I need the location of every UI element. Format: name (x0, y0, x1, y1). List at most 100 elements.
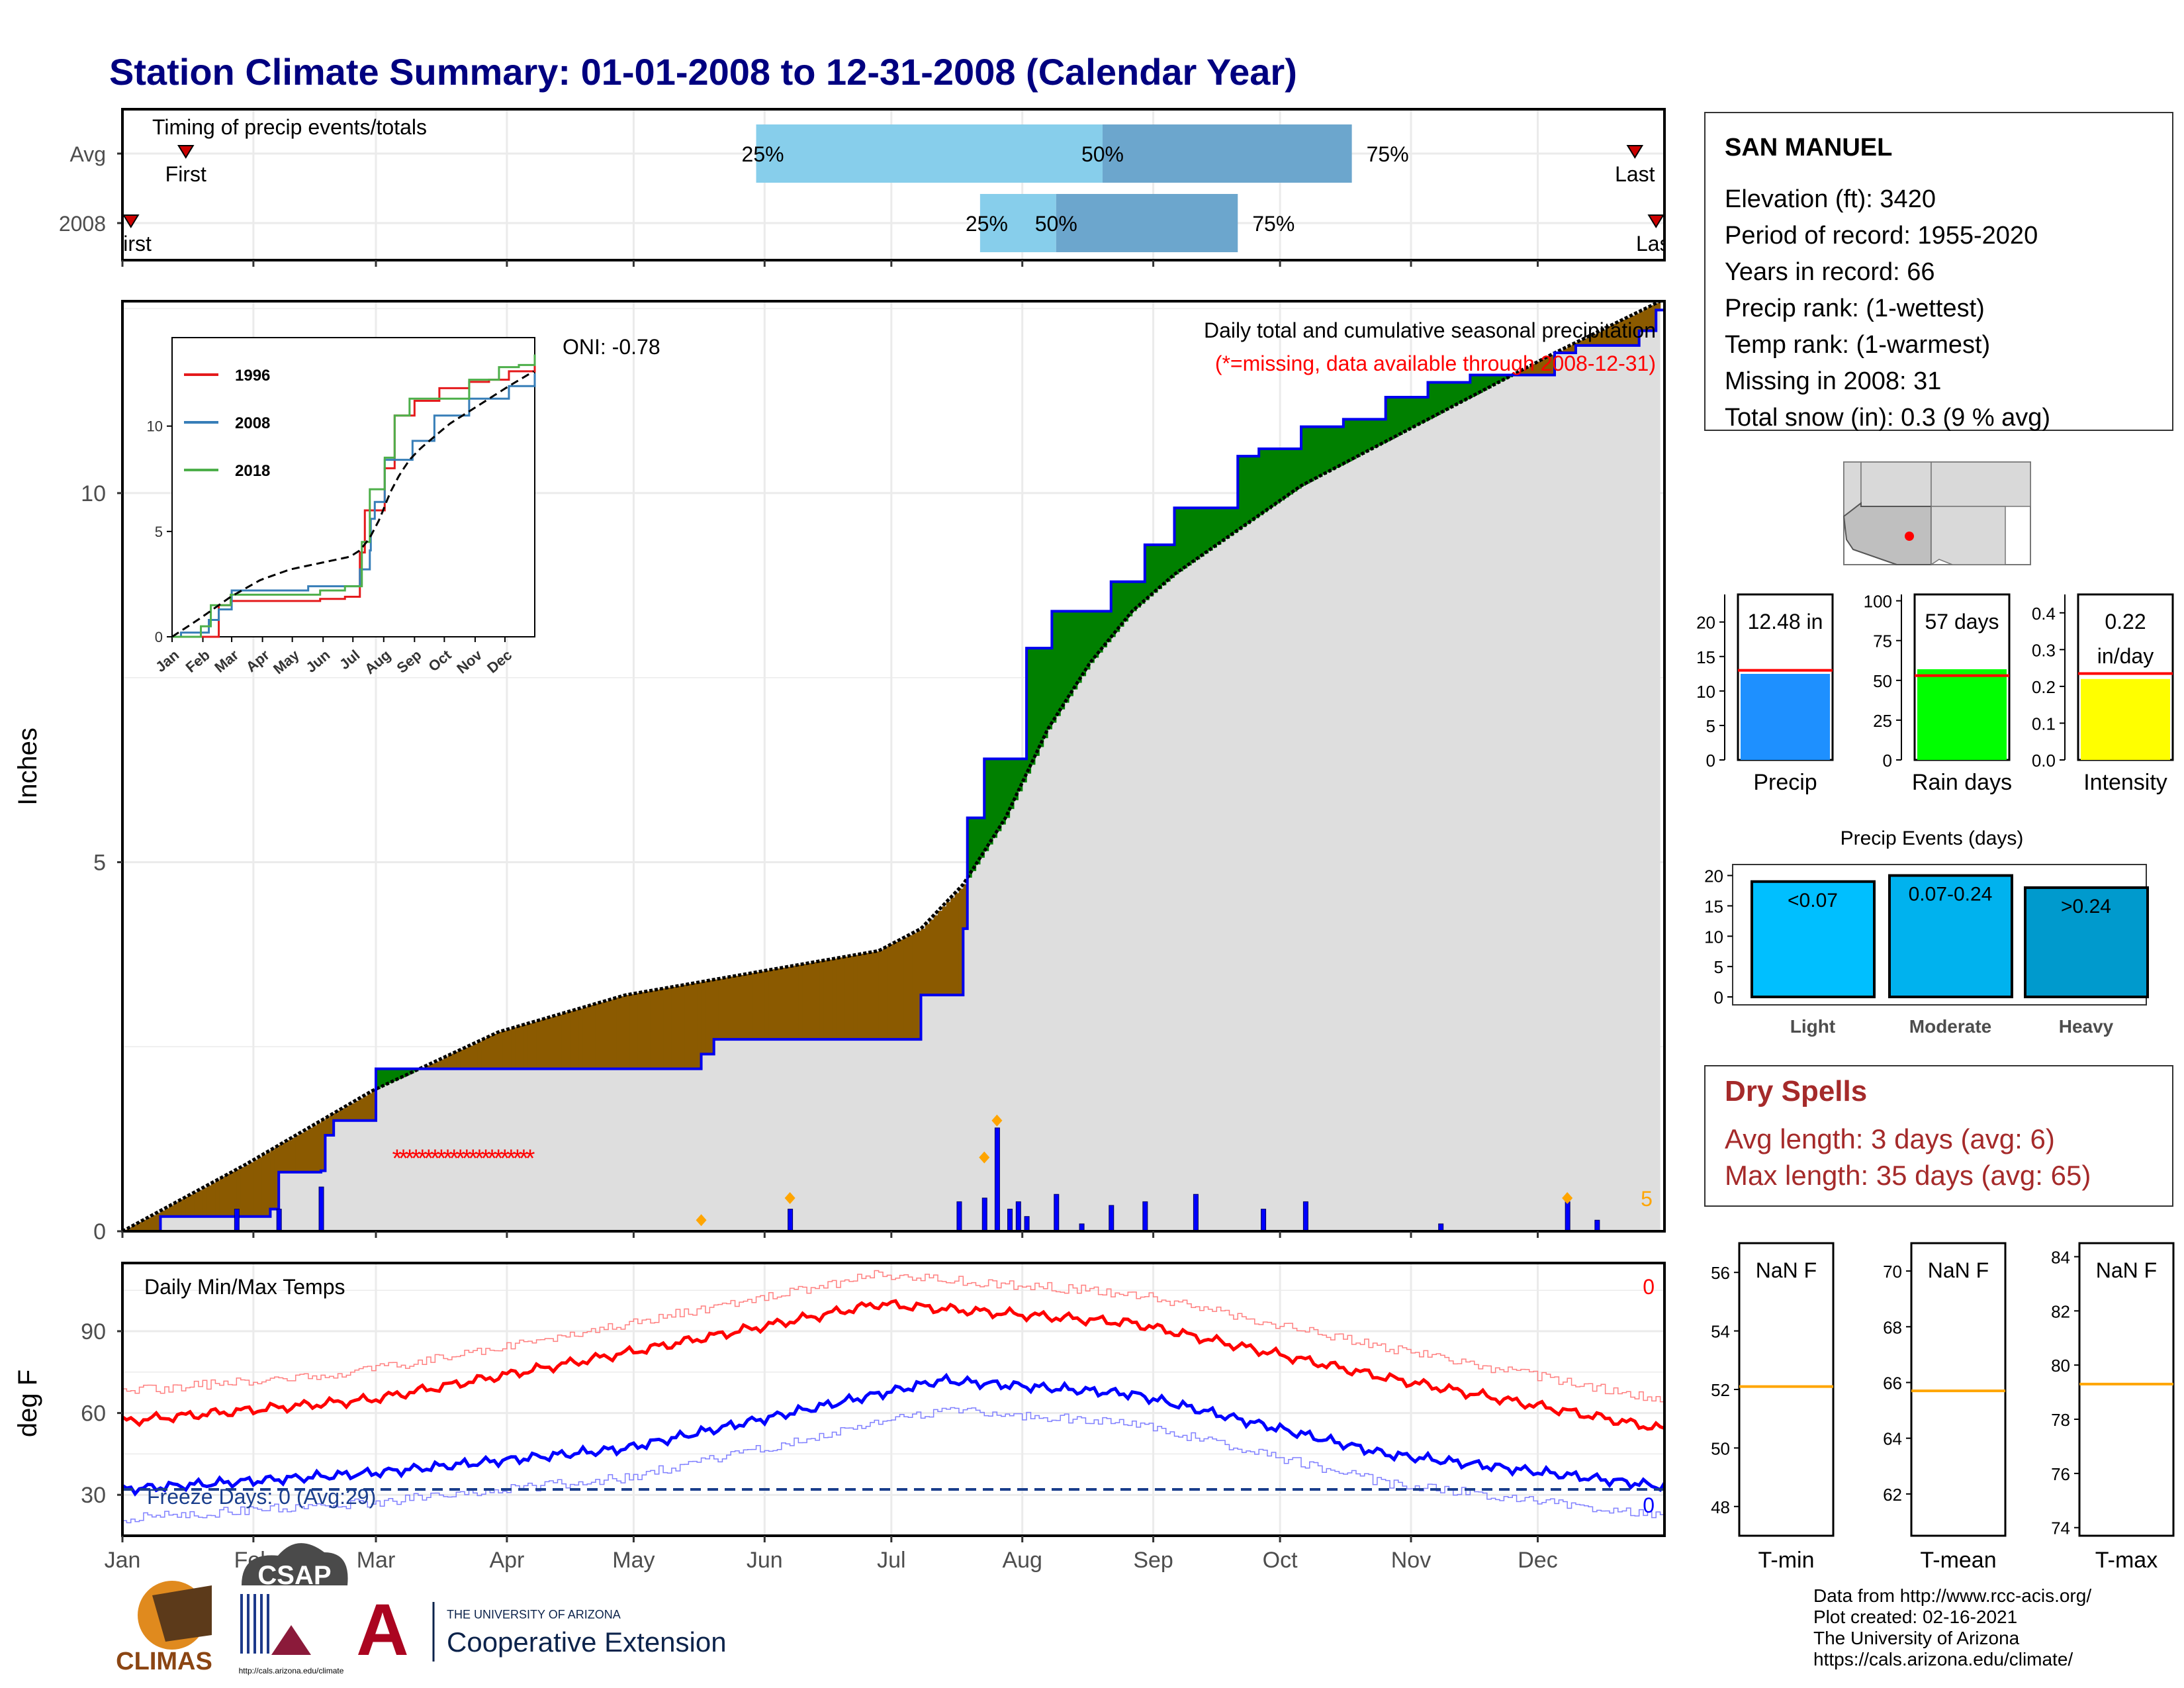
surplus-area (1347, 419, 1353, 461)
extreme-day-marker (979, 1151, 990, 1164)
temp-box-tick-label: 84 (2051, 1247, 2070, 1267)
deficit-area (726, 977, 731, 1040)
deficit-area (261, 1154, 267, 1217)
deficit-area (1601, 330, 1606, 346)
surplus-area (1018, 759, 1023, 792)
station-info-line: Total snow (in): 0.3 (9 % avg) (1725, 404, 2050, 432)
precip-plot-area: **********************5 (122, 301, 1664, 1231)
deficit-area (844, 957, 850, 1040)
surplus-area (1030, 648, 1036, 765)
timing-avg-last-label: Last (1615, 162, 1655, 186)
timing-avg-first-marker (177, 145, 195, 159)
deficit-area (232, 1172, 237, 1217)
deficit-area (870, 952, 875, 1040)
avg-cumulative-area (122, 301, 1661, 1231)
surplus-area (384, 1068, 389, 1086)
surplus-area (1195, 508, 1201, 560)
surplus-area (1102, 611, 1107, 647)
events-bar-label: 0.07-0.24 (1909, 884, 1993, 906)
surplus-area (1246, 456, 1251, 524)
deficit-area (527, 1023, 533, 1069)
surplus-area (1034, 648, 1040, 756)
climas-mountain-icon (152, 1585, 212, 1642)
mini-bar-2 (2081, 679, 2170, 760)
deficit-area (709, 980, 715, 1055)
deficit-area (747, 973, 752, 1040)
deficit-area (680, 985, 685, 1069)
daily-precip-bar (1024, 1216, 1030, 1231)
mini-bar-tick-label: 0 (1706, 751, 1715, 771)
deficit-area (895, 941, 901, 1040)
surplus-area (1001, 759, 1006, 825)
events-category-label: Moderate (1909, 1016, 1991, 1037)
deficit-area (477, 1041, 482, 1069)
month-tick-label: May (612, 1548, 655, 1573)
deficit-area (135, 1224, 140, 1231)
missing-day-marker: * (398, 1145, 408, 1172)
daily-precip-bar (318, 1186, 324, 1231)
temp-box-label: T-mean (1920, 1548, 1996, 1573)
temp-panel-bg (122, 1263, 1664, 1536)
timing-avg-q1-bar (756, 124, 1103, 183)
precip-y-tick-label: 5 (93, 850, 106, 875)
deficit-area (938, 911, 943, 996)
csap-mountain-icon (271, 1625, 311, 1655)
month-tick-label: Dec (1518, 1548, 1557, 1573)
page-title: Station Climate Summary: 01-01-2008 to 1… (109, 51, 1297, 93)
deficit-area (794, 965, 799, 1040)
events-title: Precip Events (days) (1841, 827, 2024, 849)
deficit-area (549, 1017, 554, 1069)
surplus-area (1267, 449, 1272, 510)
month-tick-label: Sep (1133, 1548, 1173, 1573)
deficit-area (752, 972, 757, 1040)
deficit-area (198, 1190, 203, 1217)
temp-box-value: NaN F (2096, 1258, 2157, 1282)
mini-bar-tick-label: 50 (1873, 671, 1892, 691)
surplus-area (1140, 581, 1146, 604)
surplus-area (1043, 648, 1048, 739)
surplus-area (1457, 382, 1463, 404)
csap-url: http://cals.arizona.edu/climate (239, 1666, 344, 1675)
extreme-count-label: 5 (1641, 1187, 1653, 1211)
station-info-box (1704, 112, 2173, 431)
surplus-area (1461, 382, 1467, 402)
deficit-area (451, 1053, 457, 1069)
deficit-area (236, 1169, 242, 1217)
deficit-area (883, 948, 888, 1040)
deficit-area (355, 1101, 360, 1121)
missing-day-marker: * (462, 1145, 472, 1172)
surplus-area (1424, 397, 1429, 422)
deficit-area (465, 1047, 470, 1069)
surplus-area (1111, 581, 1116, 637)
deficit-area (739, 975, 744, 1040)
surplus-area (1436, 382, 1441, 415)
daily-precip-bar (1438, 1223, 1444, 1231)
deficit-area (1520, 370, 1525, 375)
surplus-area (1377, 419, 1382, 446)
temp-box-tick-label: 68 (1883, 1317, 1902, 1337)
csap-cloud-icon (242, 1543, 348, 1585)
inset-y-tick-label: 5 (155, 524, 163, 540)
deficit-area (768, 970, 774, 1040)
month-tick-label: Aug (1002, 1548, 1042, 1573)
surplus-area (1048, 648, 1052, 729)
events-bar-light (1751, 880, 1876, 998)
surplus-area (1098, 611, 1103, 653)
deficit-area (946, 902, 951, 996)
surplus-area (1052, 611, 1057, 723)
mini-bar-label: Rain days (1912, 770, 2012, 795)
deficit-area (807, 963, 812, 1040)
deficit-area (933, 915, 938, 996)
deficit-area (266, 1152, 271, 1217)
surplus-area (1263, 449, 1268, 512)
surplus-area (1465, 382, 1471, 400)
map-state-colorado (1931, 461, 2031, 507)
deficit-area (1550, 355, 1555, 375)
deficit-area (1533, 363, 1539, 375)
deficit-area (908, 935, 913, 1040)
surplus-area (1428, 382, 1433, 420)
surplus-area (1191, 508, 1197, 563)
mini-bar-tick-label: 20 (1696, 613, 1715, 633)
deficit-area (578, 1008, 584, 1069)
